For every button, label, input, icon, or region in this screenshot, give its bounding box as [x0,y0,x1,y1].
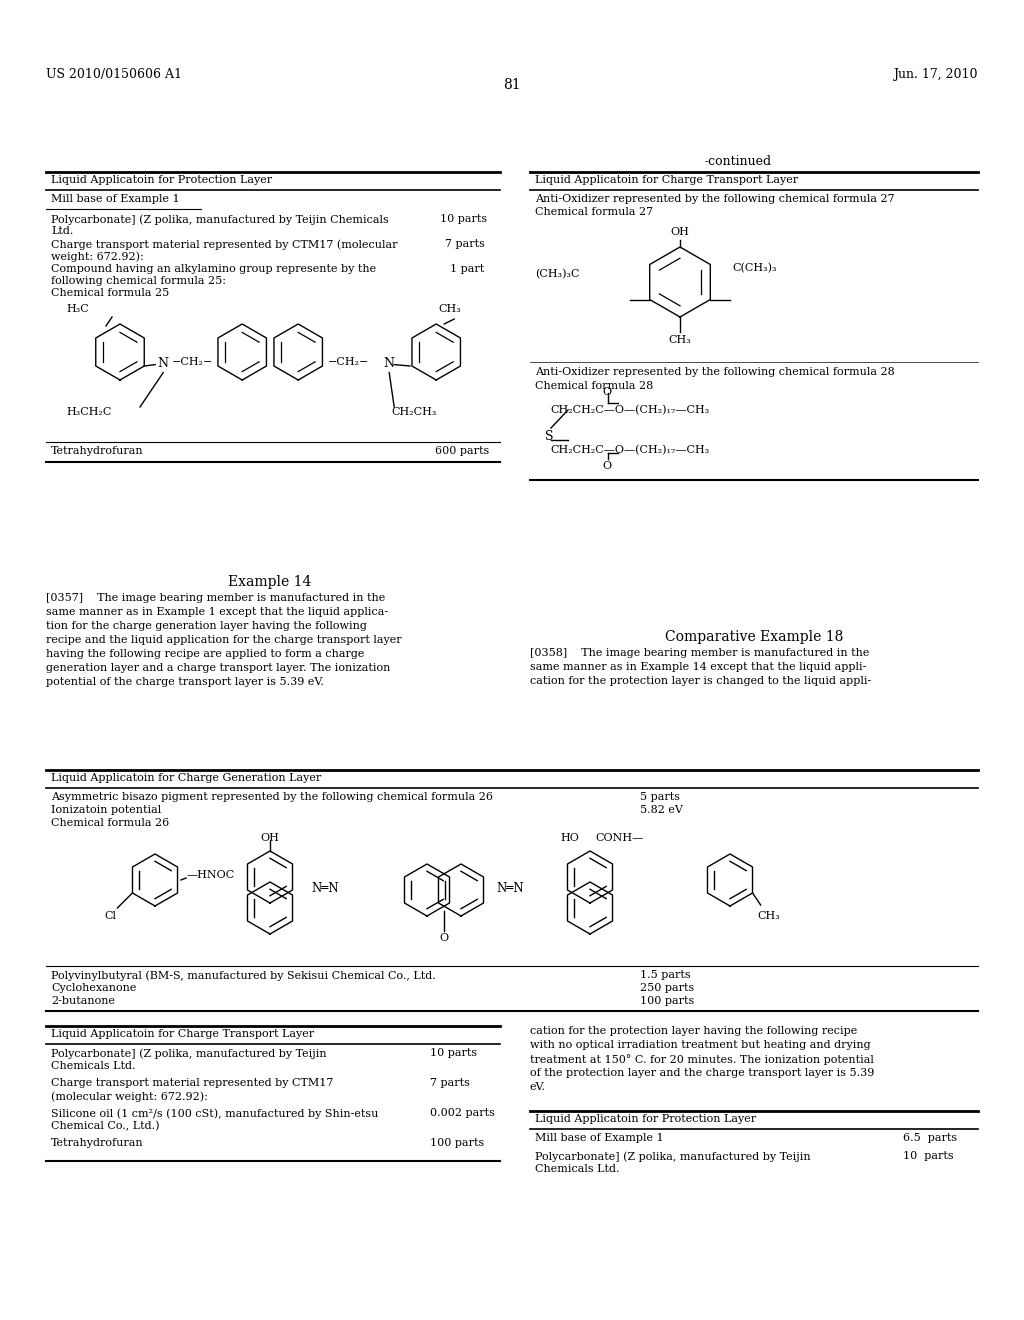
Text: Chemical Co., Ltd.): Chemical Co., Ltd.) [51,1121,160,1131]
Text: Liquid Applicatoin for Protection Layer: Liquid Applicatoin for Protection Layer [535,1114,756,1125]
Text: Polycarbonate] (Z polika, manufactured by Teijin: Polycarbonate] (Z polika, manufactured b… [51,1048,327,1059]
Text: (CH₃)₃C: (CH₃)₃C [535,269,580,280]
Text: Chemicals Ltd.: Chemicals Ltd. [535,1164,620,1173]
Text: N═N: N═N [311,882,339,895]
Text: H₃C: H₃C [66,304,89,314]
Text: weight: 672.92):: weight: 672.92): [51,251,143,261]
Text: Comparative Example 18: Comparative Example 18 [665,630,843,644]
Text: of the protection layer and the charge transport layer is 5.39: of the protection layer and the charge t… [530,1068,874,1078]
Text: Chemical formula 25: Chemical formula 25 [51,288,169,298]
Text: Example 14: Example 14 [228,576,311,589]
Text: O: O [439,933,449,942]
Text: Chemical formula 27: Chemical formula 27 [535,207,653,216]
Text: −CH₂−: −CH₂− [172,356,214,367]
Text: 250 parts: 250 parts [640,983,694,993]
Text: same manner as in Example 1 except that the liquid applica-: same manner as in Example 1 except that … [46,607,388,616]
Text: generation layer and a charge transport layer. The ionization: generation layer and a charge transport … [46,663,390,673]
Text: HO: HO [560,833,579,843]
Text: 81: 81 [503,78,521,92]
Text: Silicone oil (1 cm²/s (100 cSt), manufactured by Shin-etsu: Silicone oil (1 cm²/s (100 cSt), manufac… [51,1107,379,1118]
Text: Mill base of Example 1: Mill base of Example 1 [535,1133,664,1143]
Text: Liquid Applicatoin for Charge Transport Layer: Liquid Applicatoin for Charge Transport … [51,1030,314,1039]
Text: cation for the protection layer having the following recipe: cation for the protection layer having t… [530,1026,857,1036]
Text: Charge transport material represented by CTM17 (molecular: Charge transport material represented by… [51,239,397,249]
Text: 6.5  parts: 6.5 parts [903,1133,957,1143]
Text: Tetrahydrofuran: Tetrahydrofuran [51,1138,143,1148]
Text: 10  parts: 10 parts [903,1151,953,1162]
Text: 100 parts: 100 parts [640,997,694,1006]
Text: —HNOC: —HNOC [187,870,236,880]
Text: Cl: Cl [104,911,117,921]
Text: 0.002 parts: 0.002 parts [430,1107,495,1118]
Text: [0357]    The image bearing member is manufactured in the: [0357] The image bearing member is manuf… [46,593,385,603]
Text: Chemical formula 28: Chemical formula 28 [535,381,653,391]
Text: N: N [383,356,394,370]
Text: C(CH₃)₃: C(CH₃)₃ [732,263,777,273]
Text: OH: OH [670,227,689,238]
Text: eV.: eV. [530,1082,546,1092]
Text: tion for the charge generation layer having the following: tion for the charge generation layer hav… [46,620,367,631]
Text: CONH—: CONH— [595,833,643,843]
Text: CH₂CH₂C—O—(CH₂)₁₇—CH₃: CH₂CH₂C—O—(CH₂)₁₇—CH₃ [550,445,710,455]
Text: CH₃: CH₃ [758,911,780,921]
Text: Polycarbonate] (Z polika, manufactured by Teijin: Polycarbonate] (Z polika, manufactured b… [535,1151,811,1162]
Text: 1.5 parts: 1.5 parts [640,970,690,979]
Text: (molecular weight: 672.92):: (molecular weight: 672.92): [51,1092,208,1102]
Text: CH₂CH₂C—O—(CH₂)₁₇—CH₃: CH₂CH₂C—O—(CH₂)₁₇—CH₃ [550,405,710,416]
Text: same manner as in Example 14 except that the liquid appli-: same manner as in Example 14 except that… [530,663,866,672]
Text: Polyvinylbutyral (BM-S, manufactured by Sekisui Chemical Co., Ltd.: Polyvinylbutyral (BM-S, manufactured by … [51,970,436,981]
Text: Asymmetric bisazo pigment represented by the following chemical formula 26: Asymmetric bisazo pigment represented by… [51,792,493,803]
Text: Tetrahydrofuran: Tetrahydrofuran [51,446,143,455]
Text: Charge transport material represented by CTM17: Charge transport material represented by… [51,1078,334,1088]
Text: 1 part: 1 part [450,264,484,275]
Text: Anti-Oxidizer represented by the following chemical formula 28: Anti-Oxidizer represented by the followi… [535,367,895,378]
Text: Chemicals Ltd.: Chemicals Ltd. [51,1061,135,1071]
Text: recipe and the liquid application for the charge transport layer: recipe and the liquid application for th… [46,635,401,645]
Text: treatment at 150° C. for 20 minutes. The ionization potential: treatment at 150° C. for 20 minutes. The… [530,1053,873,1065]
Text: −CH₂−: −CH₂− [329,356,370,367]
Text: potential of the charge transport layer is 5.39 eV.: potential of the charge transport layer … [46,677,324,686]
Text: O: O [602,387,611,397]
Text: 2-butanone: 2-butanone [51,997,115,1006]
Text: 5 parts: 5 parts [640,792,680,803]
Text: OH: OH [260,833,279,843]
Text: CH₃: CH₃ [438,304,461,314]
Text: 100 parts: 100 parts [430,1138,484,1148]
Text: Cyclohexanone: Cyclohexanone [51,983,136,993]
Text: CH₃: CH₃ [668,335,691,345]
Text: with no optical irradiation treatment but heating and drying: with no optical irradiation treatment bu… [530,1040,870,1049]
Text: 5.82 eV: 5.82 eV [640,805,683,814]
Text: 10 parts: 10 parts [430,1048,477,1059]
Text: Jun. 17, 2010: Jun. 17, 2010 [894,69,978,81]
Text: Liquid Applicatoin for Charge Generation Layer: Liquid Applicatoin for Charge Generation… [51,774,322,783]
Text: cation for the protection layer is changed to the liquid appli-: cation for the protection layer is chang… [530,676,871,686]
Text: 600 parts: 600 parts [435,446,489,455]
Text: Ltd.: Ltd. [51,226,74,236]
Text: N═N: N═N [496,882,523,895]
Text: Compound having an alkylamino group represente by the: Compound having an alkylamino group repr… [51,264,376,275]
Text: 7 parts: 7 parts [430,1078,470,1088]
Text: Liquid Applicatoin for Protection Layer: Liquid Applicatoin for Protection Layer [51,176,272,185]
Text: 7 parts: 7 parts [445,239,485,249]
Text: S: S [545,430,554,444]
Text: -continued: -continued [705,154,771,168]
Text: Mill base of Example 1: Mill base of Example 1 [51,194,179,205]
Text: Chemical formula 26: Chemical formula 26 [51,818,169,828]
Text: having the following recipe are applied to form a charge: having the following recipe are applied … [46,649,365,659]
Text: Liquid Applicatoin for Charge Transport Layer: Liquid Applicatoin for Charge Transport … [535,176,798,185]
Text: [0358]    The image bearing member is manufactured in the: [0358] The image bearing member is manuf… [530,648,869,657]
Text: Ionizatoin potential: Ionizatoin potential [51,805,161,814]
Text: O: O [602,461,611,471]
Text: Anti-Oxidizer represented by the following chemical formula 27: Anti-Oxidizer represented by the followi… [535,194,895,205]
Text: H₃CH₂C: H₃CH₂C [66,407,112,417]
Text: US 2010/0150606 A1: US 2010/0150606 A1 [46,69,182,81]
Text: CH₂CH₃: CH₂CH₃ [391,407,436,417]
Text: following chemical formula 25:: following chemical formula 25: [51,276,226,286]
Text: 10 parts: 10 parts [440,214,487,224]
Text: Polycarbonate] (Z polika, manufactured by Teijin Chemicals: Polycarbonate] (Z polika, manufactured b… [51,214,389,224]
Text: N: N [158,356,168,370]
